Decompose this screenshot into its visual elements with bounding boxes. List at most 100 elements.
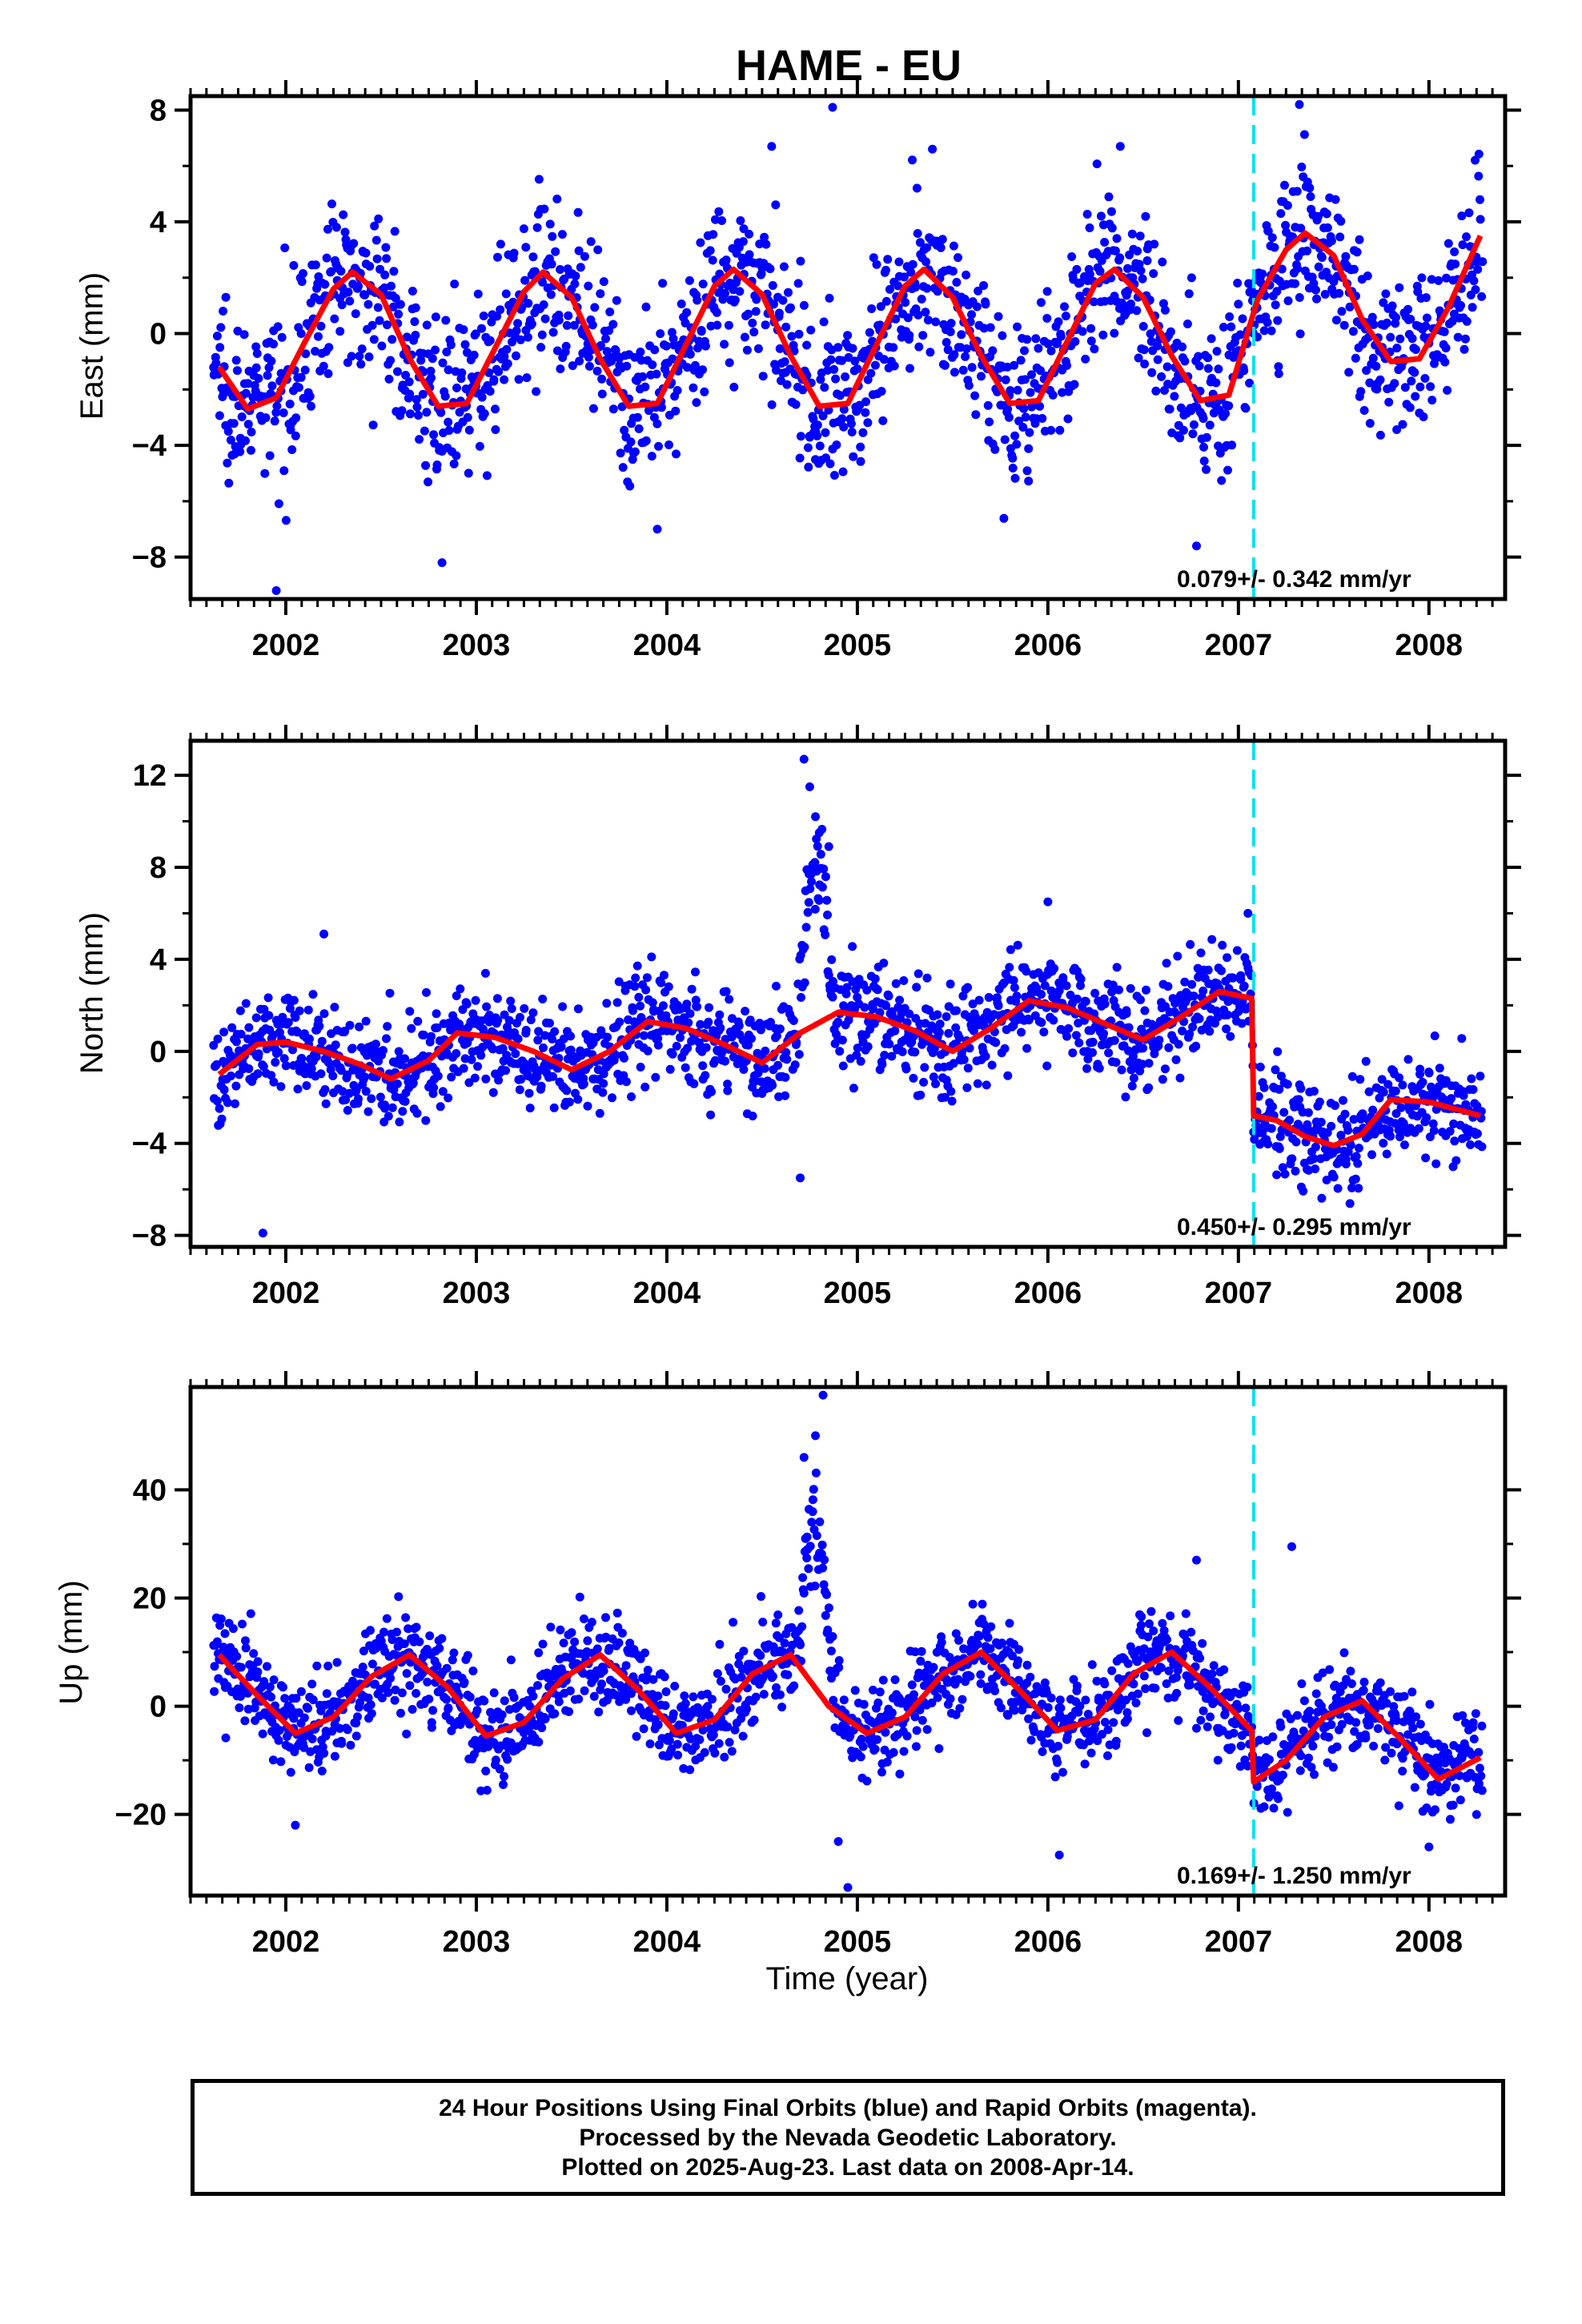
data-point	[345, 296, 355, 306]
data-point	[476, 1051, 486, 1060]
data-point	[1202, 464, 1211, 474]
data-point	[573, 207, 583, 217]
data-point	[1211, 378, 1221, 388]
data-point	[452, 1049, 461, 1058]
x-tick-label: 2004	[633, 629, 701, 662]
data-point	[1339, 320, 1349, 330]
data-point	[304, 1763, 314, 1772]
data-point	[787, 332, 797, 341]
y-tick-label: 8	[150, 94, 167, 127]
data-point	[386, 356, 396, 365]
data-point	[789, 1016, 798, 1025]
data-point	[712, 308, 721, 317]
data-point	[558, 1002, 568, 1011]
data-point	[1323, 223, 1332, 232]
data-point	[1382, 318, 1391, 328]
data-point	[1471, 285, 1480, 295]
data-point	[435, 1643, 444, 1653]
data-point	[837, 356, 846, 365]
data-point	[641, 436, 651, 445]
data-point	[1430, 1031, 1439, 1040]
data-point	[643, 1666, 652, 1675]
data-point	[713, 320, 722, 330]
data-point	[1166, 327, 1175, 336]
data-point	[895, 1769, 905, 1779]
data-point	[519, 224, 528, 234]
data-point	[239, 330, 249, 340]
data-point	[549, 1103, 559, 1112]
data-point	[382, 1034, 391, 1043]
data-point	[1076, 975, 1086, 984]
data-point	[319, 361, 328, 371]
data-point	[492, 994, 502, 1003]
data-point	[604, 326, 614, 336]
data-point	[1058, 973, 1068, 983]
data-point	[870, 974, 880, 983]
data-point	[804, 462, 813, 472]
data-point	[431, 312, 440, 322]
data-point	[373, 303, 383, 312]
data-point	[456, 984, 465, 994]
data-point	[293, 1084, 303, 1094]
data-point	[1020, 346, 1029, 356]
data-point	[800, 978, 809, 987]
data-point	[1008, 464, 1018, 472]
data-point	[1056, 332, 1066, 341]
data-point	[412, 402, 422, 412]
data-point	[1195, 1014, 1204, 1023]
data-point	[1473, 1129, 1482, 1139]
data-point	[950, 368, 959, 377]
data-point	[1353, 1159, 1363, 1168]
data-point	[1354, 1144, 1363, 1153]
data-point	[850, 1686, 860, 1695]
data-point	[311, 347, 320, 356]
data-point	[739, 1647, 749, 1656]
data-point	[962, 344, 971, 353]
data-point	[1189, 991, 1199, 1001]
data-point	[698, 365, 707, 375]
data-point	[561, 341, 571, 351]
data-point	[361, 1087, 371, 1096]
data-point	[442, 348, 452, 356]
data-point	[958, 365, 968, 375]
data-point	[838, 467, 848, 476]
data-point	[432, 460, 442, 469]
data-point	[1026, 1672, 1035, 1682]
data-point	[1165, 404, 1174, 414]
data-point	[1226, 1031, 1235, 1041]
data-point	[1333, 1184, 1343, 1193]
data-point	[724, 320, 733, 330]
data-point	[1110, 328, 1119, 338]
data-point	[1452, 1156, 1461, 1165]
data-point	[220, 1629, 230, 1638]
data-point	[254, 1049, 263, 1059]
data-point	[968, 1599, 978, 1609]
data-point	[1203, 353, 1213, 363]
data-point	[1186, 273, 1196, 283]
data-point	[1309, 1087, 1319, 1096]
data-point	[976, 1670, 986, 1679]
data-point	[429, 430, 439, 440]
data-point	[548, 328, 558, 337]
data-point	[480, 409, 489, 418]
data-point	[244, 1023, 254, 1032]
data-point	[506, 1655, 516, 1665]
data-point	[586, 237, 596, 247]
data-point	[536, 343, 546, 352]
data-point	[909, 1073, 918, 1083]
data-point	[1157, 372, 1166, 381]
data-point	[1386, 332, 1395, 342]
data-point	[889, 361, 899, 371]
data-point	[761, 239, 771, 249]
data-point	[1439, 327, 1449, 336]
data-point	[1327, 1121, 1336, 1131]
north-data-points	[209, 754, 1487, 1238]
data-point	[1147, 368, 1157, 377]
data-point	[816, 850, 825, 859]
data-point	[1158, 1075, 1167, 1084]
data-point	[1085, 223, 1094, 232]
data-point	[1062, 981, 1071, 991]
data-point	[354, 282, 363, 291]
data-point	[444, 417, 453, 427]
data-point	[296, 372, 306, 382]
